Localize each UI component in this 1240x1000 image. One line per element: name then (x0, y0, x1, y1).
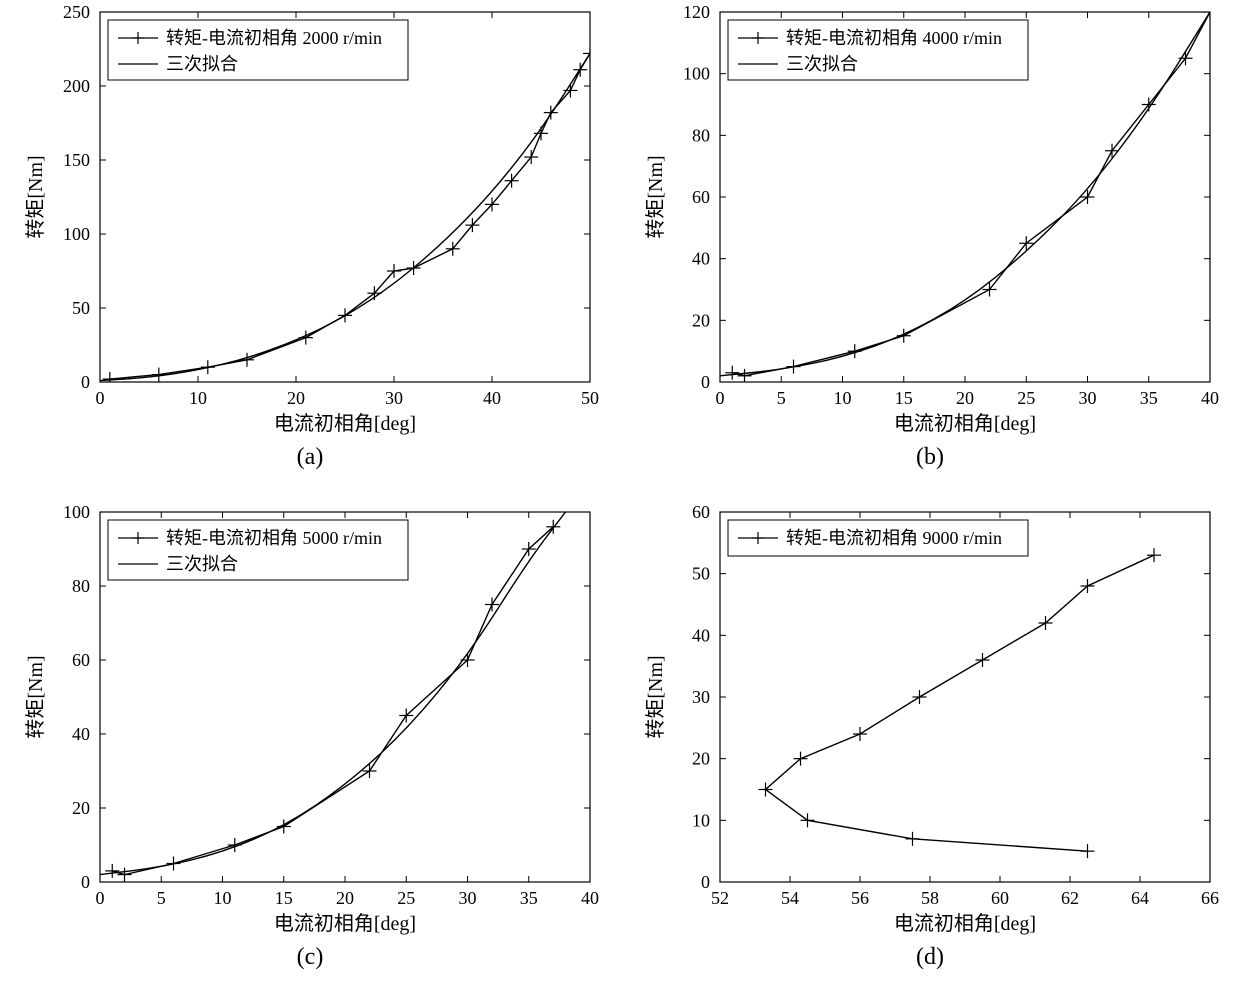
svg-text:转矩-电流初相角 9000 r/min: 转矩-电流初相角 9000 r/min (786, 528, 1002, 548)
svg-text:0: 0 (716, 388, 725, 408)
svg-text:转矩[Nm]: 转矩[Nm] (644, 655, 667, 738)
svg-text:250: 250 (63, 2, 90, 22)
svg-text:0: 0 (96, 888, 105, 908)
svg-text:转矩-电流初相角 4000 r/min: 转矩-电流初相角 4000 r/min (786, 28, 1002, 48)
svg-text:30: 30 (1079, 388, 1097, 408)
svg-text:66: 66 (1201, 888, 1219, 908)
svg-text:120: 120 (683, 2, 710, 22)
svg-text:40: 40 (692, 625, 710, 645)
svg-text:40: 40 (72, 724, 90, 744)
svg-text:54: 54 (781, 888, 799, 908)
svg-text:15: 15 (275, 888, 293, 908)
svg-text:60: 60 (72, 650, 90, 670)
svg-text:100: 100 (63, 502, 90, 522)
svg-text:40: 40 (483, 388, 501, 408)
svg-text:35: 35 (520, 888, 538, 908)
panel-b: 0 5 10 15 20 25 30 35 40 0 20 40 60 80 100 120 电流初相角[deg… (620, 0, 1240, 500)
svg-text:52: 52 (711, 888, 729, 908)
svg-text:25: 25 (397, 888, 415, 908)
svg-text:30: 30 (385, 388, 403, 408)
svg-text:100: 100 (63, 224, 90, 244)
svg-text:100: 100 (683, 64, 710, 84)
svg-text:35: 35 (1140, 388, 1158, 408)
svg-text:0: 0 (701, 872, 710, 892)
chart-c: 0 5 10 15 20 25 30 35 40 0 20 40 60 80 100 电流初相角[deg] 转矩… (10, 500, 610, 940)
chart-a: 0 10 20 30 40 50 0 50 100 150 200 250 电流初相角[deg] 转矩[N… (10, 0, 610, 440)
svg-text:三次拟合: 三次拟合 (166, 554, 238, 574)
svg-text:20: 20 (692, 749, 710, 769)
svg-text:150: 150 (63, 150, 90, 170)
svg-text:60: 60 (692, 187, 710, 207)
svg-text:30: 30 (692, 687, 710, 707)
panel-c: 0 5 10 15 20 25 30 35 40 0 20 40 60 80 100 电流初相角[deg] 转矩… (0, 500, 620, 1000)
svg-text:0: 0 (96, 388, 105, 408)
chart-d: 52 54 56 58 60 62 64 66 0 10 20 30 40 50 60 电流初相角[deg] 转… (630, 500, 1230, 940)
svg-text:20: 20 (956, 388, 974, 408)
svg-text:电流初相角[deg]: 电流初相角[deg] (894, 412, 1036, 435)
panel-a: 0 10 20 30 40 50 0 50 100 150 200 250 电流初相角[deg] 转矩[N… (0, 0, 620, 500)
svg-text:转矩[Nm]: 转矩[Nm] (24, 655, 47, 738)
svg-text:10: 10 (834, 388, 852, 408)
svg-text:40: 40 (581, 888, 599, 908)
svg-text:10: 10 (692, 810, 710, 830)
sublabel-c: (c) (297, 944, 324, 971)
svg-text:三次拟合: 三次拟合 (786, 54, 858, 74)
svg-text:三次拟合: 三次拟合 (166, 54, 238, 74)
svg-text:80: 80 (692, 125, 710, 145)
svg-text:200: 200 (63, 76, 90, 96)
svg-text:10: 10 (214, 888, 232, 908)
svg-text:25: 25 (1017, 388, 1035, 408)
svg-text:电流初相角[deg]: 电流初相角[deg] (894, 912, 1036, 935)
svg-text:转矩[Nm]: 转矩[Nm] (24, 155, 47, 238)
sublabel-b: (b) (916, 444, 944, 471)
svg-text:转矩-电流初相角 2000 r/min: 转矩-电流初相角 2000 r/min (166, 28, 382, 48)
svg-text:40: 40 (692, 249, 710, 269)
svg-text:62: 62 (1061, 888, 1079, 908)
svg-text:50: 50 (581, 388, 599, 408)
svg-text:64: 64 (1131, 888, 1149, 908)
sublabel-a: (a) (297, 444, 324, 471)
svg-text:转矩[Nm]: 转矩[Nm] (644, 155, 667, 238)
svg-text:电流初相角[deg]: 电流初相角[deg] (274, 412, 416, 435)
chart-grid: 01020304050050100150200250电流初相角[deg]转矩[N… (0, 0, 1240, 1000)
svg-text:0: 0 (81, 372, 90, 392)
svg-text:电流初相角[deg]: 电流初相角[deg] (274, 912, 416, 935)
panel-d: 52 54 56 58 60 62 64 66 0 10 20 30 40 50 60 电流初相角[deg] 转… (620, 500, 1240, 1000)
svg-text:10: 10 (189, 388, 207, 408)
svg-text:58: 58 (921, 888, 939, 908)
svg-text:60: 60 (692, 502, 710, 522)
svg-text:20: 20 (287, 388, 305, 408)
svg-text:80: 80 (72, 576, 90, 596)
chart-b: 0 5 10 15 20 25 30 35 40 0 20 40 60 80 100 120 电流初相角[deg… (630, 0, 1230, 440)
svg-text:30: 30 (459, 888, 477, 908)
svg-text:50: 50 (692, 564, 710, 584)
svg-text:20: 20 (336, 888, 354, 908)
svg-text:20: 20 (692, 310, 710, 330)
svg-text:56: 56 (851, 888, 869, 908)
svg-text:50: 50 (72, 298, 90, 318)
svg-text:5: 5 (777, 388, 786, 408)
svg-text:60: 60 (991, 888, 1009, 908)
sublabel-d: (d) (916, 944, 944, 971)
svg-text:15: 15 (895, 388, 913, 408)
svg-text:0: 0 (701, 372, 710, 392)
svg-text:20: 20 (72, 798, 90, 818)
svg-text:40: 40 (1201, 388, 1219, 408)
svg-text:0: 0 (81, 872, 90, 892)
svg-text:转矩-电流初相角 5000 r/min: 转矩-电流初相角 5000 r/min (166, 528, 382, 548)
svg-text:5: 5 (157, 888, 166, 908)
